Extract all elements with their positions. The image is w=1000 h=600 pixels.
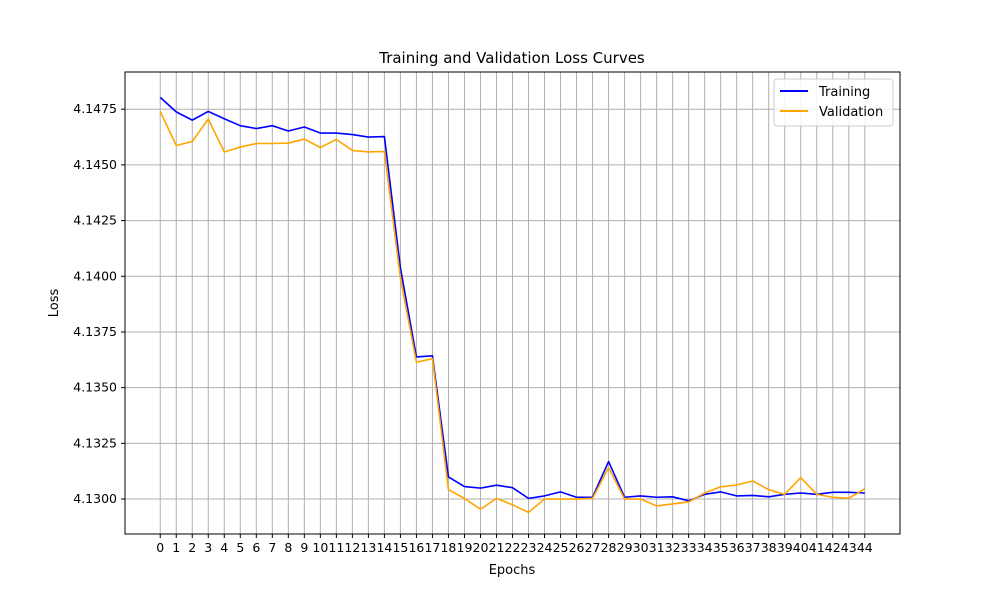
series-line-validation <box>159 111 866 514</box>
legend-label-training: Training <box>818 85 870 100</box>
x-tick-label: 42 <box>825 540 841 555</box>
x-tick-label: 22 <box>505 540 521 555</box>
x-tick-label: 1 <box>172 540 180 555</box>
y-tick-label: 4.1300 <box>73 491 117 506</box>
series-lines <box>159 96 866 514</box>
x-tick-label: 25 <box>553 540 569 555</box>
x-tick-label: 10 <box>312 540 328 555</box>
y-tick-label: 4.1400 <box>73 268 117 283</box>
x-tick-label: 4 <box>220 540 228 555</box>
y-axis-label: Loss <box>47 289 62 318</box>
x-tick-label: 35 <box>713 540 729 555</box>
x-tick-label: 3 <box>204 540 212 555</box>
x-tick-label: 13 <box>360 540 376 555</box>
legend: Training Validation <box>773 78 894 127</box>
y-tick-label: 4.1450 <box>73 157 117 172</box>
x-tick-label: 17 <box>424 540 440 555</box>
x-tick-label: 28 <box>601 540 617 555</box>
x-tick-label: 16 <box>408 540 424 555</box>
x-tick-label: 37 <box>745 540 761 555</box>
x-tick-label: 8 <box>284 540 292 555</box>
grid-lines <box>125 72 900 534</box>
x-tick-label: 41 <box>809 540 825 555</box>
x-tick-label: 26 <box>569 540 585 555</box>
x-tick-label: 43 <box>841 540 857 555</box>
x-tick-label: 2 <box>188 540 196 555</box>
x-tick-label: 44 <box>857 540 873 555</box>
x-tick-label: 20 <box>473 540 489 555</box>
x-tick-label: 5 <box>236 540 244 555</box>
x-tick-label: 19 <box>457 540 473 555</box>
y-axis-ticks: 4.1300 4.1325 4.1350 4.1375 4.1400 4.1425 4.14… <box>73 101 125 506</box>
x-tick-label: 9 <box>300 540 308 555</box>
legend-label-validation: Validation <box>819 105 883 120</box>
chart-title: Training and Validation Loss Curves <box>378 49 645 67</box>
x-tick-label: 38 <box>761 540 777 555</box>
x-tick-label: 36 <box>729 540 745 555</box>
x-axis-ticks: 0 1 2 3 4 5 6 7 8 9 10 11 12 13 14 15 16 17 18 19 20 21 22 23 24… <box>156 534 873 555</box>
series-line-training <box>159 96 865 502</box>
x-tick-label: 24 <box>537 540 553 555</box>
x-tick-label: 21 <box>489 540 505 555</box>
x-tick-label: 32 <box>665 540 681 555</box>
x-tick-label: 39 <box>777 540 793 555</box>
x-tick-label: 14 <box>376 540 392 555</box>
y-tick-label: 4.1375 <box>73 324 117 339</box>
x-tick-label: 29 <box>617 540 633 555</box>
x-tick-label: 6 <box>252 540 260 555</box>
x-tick-label: 12 <box>344 540 360 555</box>
x-tick-label: 34 <box>697 540 713 555</box>
y-tick-label: 4.1350 <box>73 380 117 395</box>
x-tick-label: 33 <box>681 540 697 555</box>
x-tick-label: 0 <box>156 540 164 555</box>
y-tick-label: 4.1325 <box>73 435 117 450</box>
x-tick-label: 31 <box>649 540 665 555</box>
y-tick-label: 4.1475 <box>73 101 117 116</box>
x-tick-label: 40 <box>793 540 809 555</box>
x-axis-label: Epochs <box>489 563 536 578</box>
x-tick-label: 11 <box>328 540 344 555</box>
x-tick-label: 30 <box>633 540 649 555</box>
x-tick-label: 23 <box>521 540 537 555</box>
y-tick-label: 4.1425 <box>73 213 117 228</box>
x-tick-label: 27 <box>585 540 601 555</box>
x-tick-label: 18 <box>440 540 456 555</box>
x-tick-label: 15 <box>392 540 408 555</box>
x-tick-label: 7 <box>268 540 276 555</box>
